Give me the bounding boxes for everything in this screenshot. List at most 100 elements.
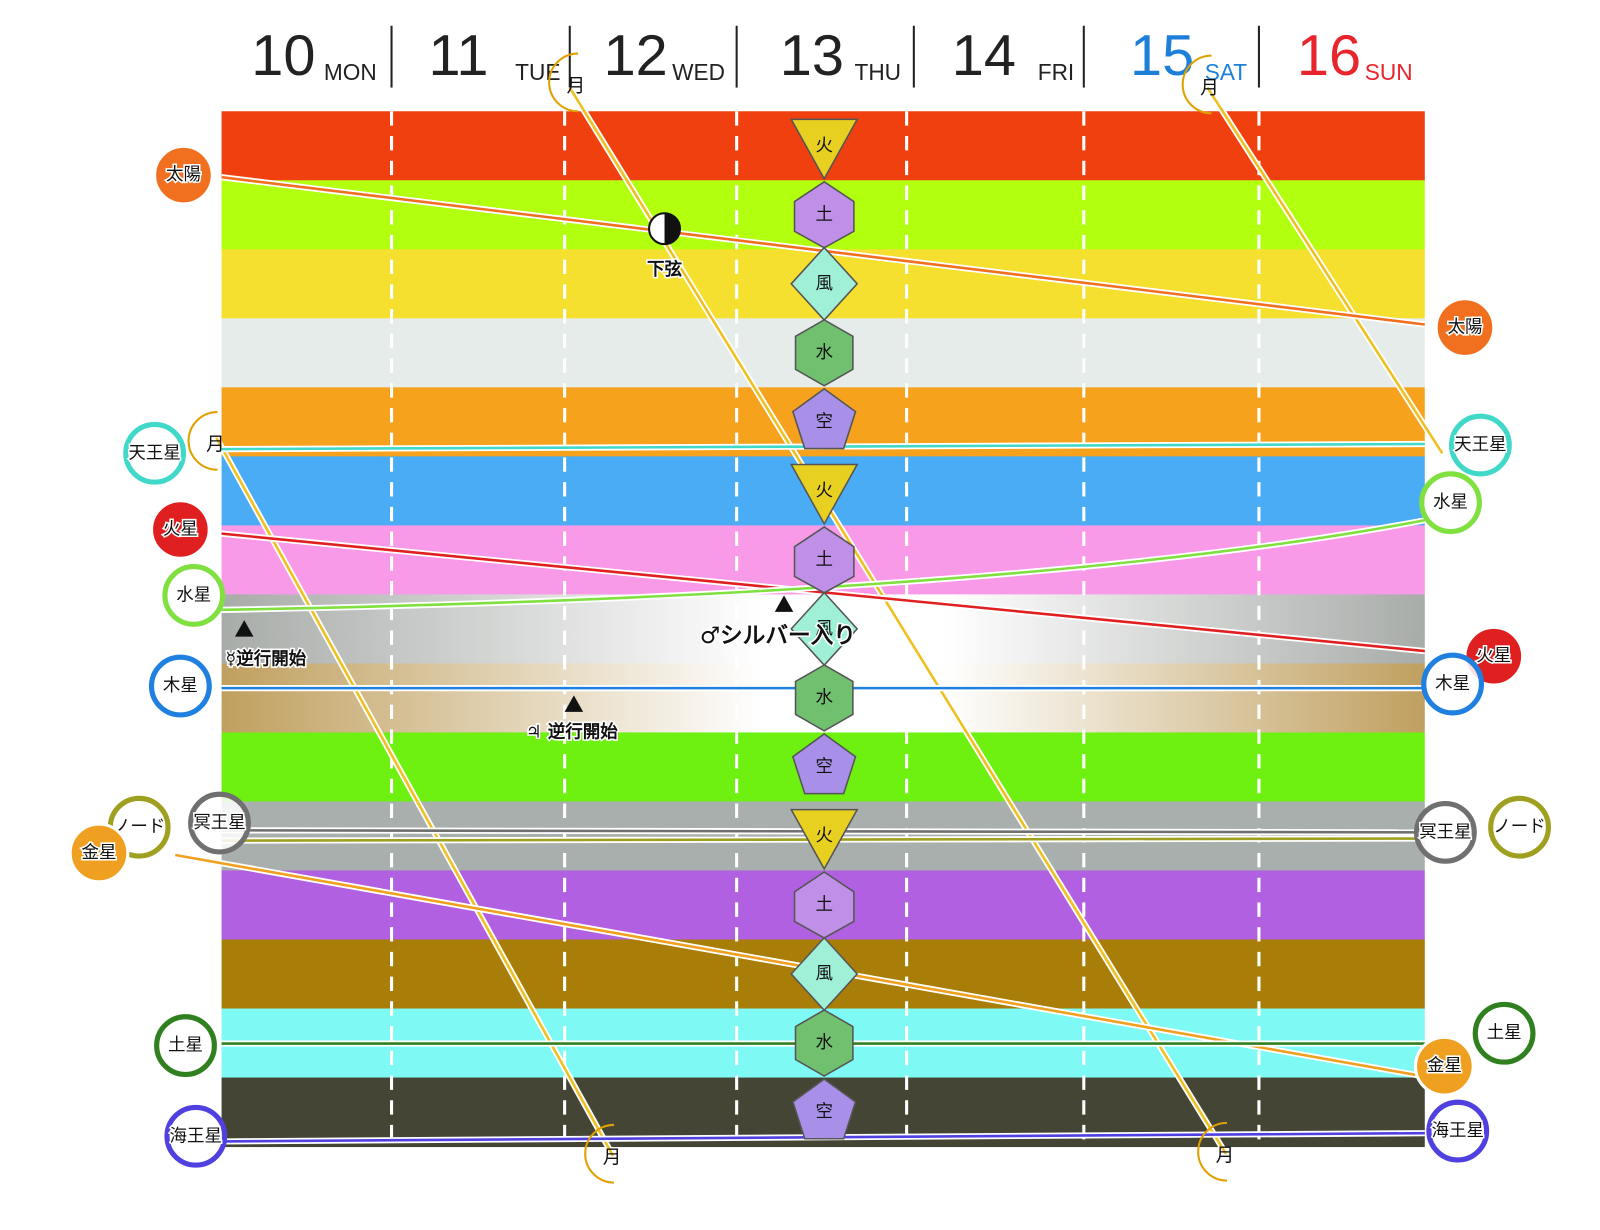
planet-icon	[149, 499, 211, 560]
element-shape	[789, 118, 859, 181]
moon-label: 月	[206, 435, 225, 456]
element-shape	[789, 463, 859, 526]
moon-icon	[187, 411, 218, 471]
planet-icon	[1419, 471, 1482, 535]
element-label: 水	[815, 343, 833, 363]
planet-label-left: 冥王星	[193, 813, 245, 833]
element-label: 空	[815, 412, 833, 432]
element-shape	[794, 1009, 854, 1077]
moon-label: 月	[567, 76, 586, 97]
planet-icon	[162, 564, 226, 627]
weekday: SUN	[1365, 59, 1413, 85]
planet-label-right: 水星	[1433, 493, 1468, 513]
planet-icon	[154, 1014, 217, 1078]
planet-label-left: 土星	[168, 1036, 203, 1056]
day-number: 16	[1297, 24, 1361, 88]
planet-icon	[188, 791, 251, 855]
planet-icon	[1434, 297, 1496, 358]
element-shape	[791, 733, 857, 795]
moon-line	[568, 86, 1228, 1155]
element-label: 火	[815, 826, 833, 846]
moon-icon	[1181, 54, 1212, 115]
weekday: MON	[324, 59, 377, 85]
planet-label-left: 金星	[81, 843, 116, 863]
element-label: 水	[815, 1033, 833, 1053]
planet-icon	[1413, 800, 1477, 864]
element-label: 風	[815, 274, 833, 294]
event-label: ♂シルバー入り	[700, 623, 856, 649]
day-number: 14	[952, 24, 1016, 88]
planet-label-left: 太陽	[166, 165, 201, 185]
event-label: ☿逆行開始	[225, 648, 306, 669]
moon-label: 月	[1200, 78, 1219, 99]
planet-icon	[1472, 1001, 1536, 1065]
day-number: 13	[780, 24, 844, 88]
planet-label-left: 木星	[163, 676, 198, 696]
planet-label-right: 土星	[1487, 1023, 1522, 1043]
element-label: 火	[815, 481, 833, 501]
planet-label-left: 水星	[176, 585, 211, 605]
element-label: 風	[815, 619, 833, 639]
planet-icon	[1413, 1035, 1475, 1097]
element-label: 水	[815, 688, 833, 708]
planet-label-right: 冥王星	[1419, 822, 1471, 842]
planet-label-right: 天王星	[1454, 435, 1507, 455]
weekday: THU	[854, 59, 901, 85]
event-label: 下弦	[647, 259, 682, 280]
planet-label-right: 金星	[1427, 1056, 1462, 1076]
planet-icon	[1421, 652, 1485, 716]
planet-label-right: 木星	[1435, 674, 1470, 694]
moon-label: 月	[603, 1147, 622, 1168]
element-shape	[794, 664, 854, 732]
weekday: TUE	[515, 59, 560, 85]
element-label: 土	[815, 205, 833, 225]
event-marker	[234, 620, 254, 637]
planet-label-left: 海王星	[170, 1126, 222, 1146]
element-shape	[791, 1078, 857, 1140]
moon-icon	[1197, 1121, 1227, 1182]
planet-label-left: 天王星	[128, 443, 181, 463]
element-label: 火	[815, 136, 833, 156]
moon-line	[215, 437, 615, 1157]
planet-line	[221, 518, 1426, 612]
element-label: 風	[815, 964, 833, 984]
planet-label-right: 火星	[1476, 646, 1511, 666]
weekday: WED	[672, 59, 725, 85]
planet-label-right: 太陽	[1447, 318, 1482, 338]
planet-icon	[123, 421, 187, 485]
day-number: 11	[429, 24, 489, 88]
planet-icon	[148, 654, 212, 718]
element-shape	[791, 387, 857, 450]
moon-line	[1206, 86, 1444, 454]
element-label: 空	[815, 1102, 833, 1122]
planet-icon	[1488, 795, 1551, 859]
element-label: 空	[815, 757, 833, 777]
planet-icon	[1426, 1099, 1490, 1163]
planet-icon	[164, 1104, 228, 1168]
last-quarter-dark	[664, 213, 680, 245]
day-number: 15	[1130, 24, 1194, 88]
planet-label-left: 火星	[163, 519, 198, 539]
day-number: 10	[251, 24, 315, 88]
day-number: 12	[604, 24, 668, 88]
planet-label-right: 海王星	[1432, 1121, 1485, 1141]
weekday: SAT	[1205, 59, 1248, 85]
planet-label-left: ノード	[113, 817, 166, 837]
event-marker	[774, 595, 794, 612]
element-shape	[789, 808, 859, 871]
event-label: ♃ 逆行開始	[526, 721, 618, 742]
planet-icon	[1448, 413, 1512, 477]
weekday: FRI	[1038, 59, 1075, 85]
moon-icon	[584, 1123, 615, 1184]
planet-icon	[153, 144, 214, 206]
moon-icon	[548, 52, 579, 113]
element-shape	[794, 318, 854, 387]
element-label: 土	[815, 895, 833, 915]
event-marker	[564, 695, 584, 712]
planet-label-right: ノード	[1493, 817, 1546, 837]
planet-icon	[68, 822, 130, 884]
element-label: 土	[815, 550, 833, 570]
moon-label: 月	[1216, 1145, 1235, 1166]
